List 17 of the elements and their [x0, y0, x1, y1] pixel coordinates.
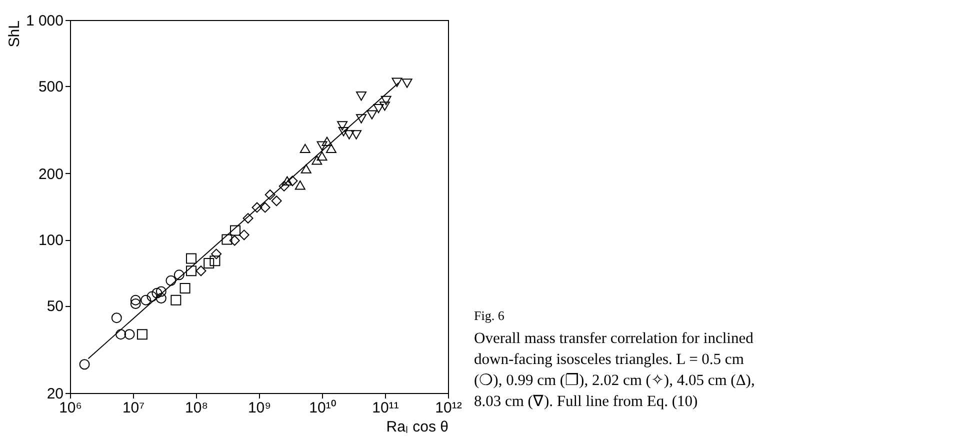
x-tick-label: 10¹¹ — [372, 400, 399, 416]
y-tick-label: 100 — [38, 232, 64, 250]
y-tick-label: 200 — [38, 166, 64, 183]
y-tick-label: 1 000 — [26, 12, 64, 30]
text: Overall mass transfer correlation for inclined down-facing isosceles triangles. L = 0.5 cm (❍), 0.99 cm (❐), 2.02 cm (✧), 4.05 cm (Δ), 8.03 cm (∇). Full line from Eq. (10) — [474, 330, 755, 410]
y-axis-title: ShL — [6, 20, 23, 48]
x-tick-label: 10⁷ — [122, 400, 145, 416]
caption: Fig. 6 — [474, 308, 505, 323]
x-tick-label: 10⁹ — [248, 400, 272, 416]
x-tick-label: 10¹² — [435, 400, 462, 416]
x-tick-label: 10¹⁰ — [309, 400, 336, 416]
x-tick-label: 10⁸ — [184, 400, 208, 416]
x-tick-label: 10⁶ — [59, 400, 82, 416]
y-tick-label: 50 — [46, 298, 64, 316]
y-tick-label: 20 — [46, 386, 64, 402]
y-tick-label: 500 — [38, 78, 64, 96]
x-axis-title: Raₗ cos θ — [386, 418, 448, 436]
